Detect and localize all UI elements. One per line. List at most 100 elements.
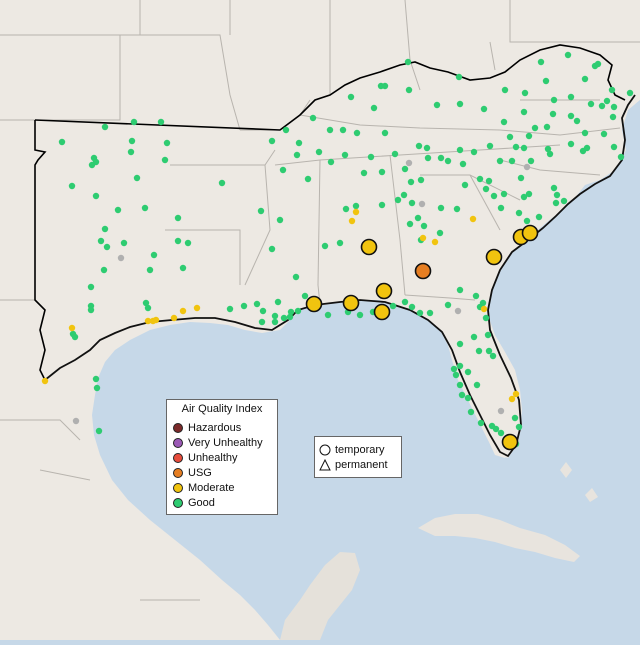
good-monitor[interactable]	[473, 381, 481, 389]
good-monitor[interactable]	[550, 96, 558, 104]
good-monitor[interactable]	[352, 202, 360, 210]
good-monitor[interactable]	[174, 237, 182, 245]
good-monitor[interactable]	[87, 283, 95, 291]
good-monitor[interactable]	[274, 298, 282, 306]
good-monitor[interactable]	[506, 133, 514, 141]
good-monitor[interactable]	[394, 196, 402, 204]
good-monitor[interactable]	[133, 174, 141, 182]
good-monitor[interactable]	[400, 191, 408, 199]
good-monitor[interactable]	[367, 153, 375, 161]
good-monitor[interactable]	[408, 303, 416, 311]
moderate-monitor[interactable]	[170, 314, 178, 322]
good-monitor[interactable]	[546, 150, 554, 158]
nodata-monitor[interactable]	[418, 200, 426, 208]
good-monitor[interactable]	[370, 104, 378, 112]
moderate-monitor[interactable]	[431, 238, 439, 246]
good-monitor[interactable]	[617, 153, 625, 161]
good-monitor[interactable]	[515, 423, 523, 431]
good-monitor[interactable]	[101, 225, 109, 233]
good-monitor[interactable]	[543, 123, 551, 131]
good-monitor[interactable]	[336, 239, 344, 247]
good-monitor[interactable]	[58, 138, 66, 146]
good-monitor[interactable]	[144, 304, 152, 312]
good-monitor[interactable]	[464, 394, 472, 402]
moderate-temporary-monitor[interactable]	[501, 433, 519, 451]
good-monitor[interactable]	[92, 158, 100, 166]
good-monitor[interactable]	[226, 305, 234, 313]
good-monitor[interactable]	[456, 146, 464, 154]
moderate-temporary-monitor[interactable]	[373, 303, 391, 321]
good-monitor[interactable]	[163, 139, 171, 147]
good-monitor[interactable]	[292, 273, 300, 281]
good-monitor[interactable]	[287, 308, 295, 316]
good-monitor[interactable]	[416, 309, 424, 317]
moderate-monitor[interactable]	[508, 395, 516, 403]
good-monitor[interactable]	[520, 193, 528, 201]
good-monitor[interactable]	[426, 309, 434, 317]
good-monitor[interactable]	[610, 143, 618, 151]
good-monitor[interactable]	[401, 298, 409, 306]
moderate-monitor[interactable]	[469, 215, 477, 223]
good-monitor[interactable]	[482, 185, 490, 193]
good-monitor[interactable]	[258, 318, 266, 326]
good-monitor[interactable]	[142, 299, 150, 307]
moderate-monitor[interactable]	[419, 234, 427, 242]
good-monitor[interactable]	[581, 129, 589, 137]
good-monitor[interactable]	[594, 60, 602, 68]
good-monitor[interactable]	[525, 190, 533, 198]
good-monitor[interactable]	[444, 157, 452, 165]
good-monitor[interactable]	[253, 300, 261, 308]
good-monitor[interactable]	[564, 51, 572, 59]
good-monitor[interactable]	[485, 177, 493, 185]
good-monitor[interactable]	[544, 145, 552, 153]
good-monitor[interactable]	[184, 239, 192, 247]
good-monitor[interactable]	[461, 181, 469, 189]
moderate-temporary-monitor[interactable]	[360, 238, 378, 256]
good-monitor[interactable]	[420, 222, 428, 230]
good-monitor[interactable]	[497, 204, 505, 212]
good-monitor[interactable]	[406, 220, 414, 228]
good-monitor[interactable]	[268, 137, 276, 145]
good-monitor[interactable]	[282, 126, 290, 134]
good-monitor[interactable]	[512, 143, 520, 151]
good-monitor[interactable]	[92, 192, 100, 200]
good-monitor[interactable]	[470, 148, 478, 156]
good-monitor[interactable]	[271, 318, 279, 326]
good-monitor[interactable]	[535, 213, 543, 221]
good-monitor[interactable]	[408, 199, 416, 207]
good-monitor[interactable]	[71, 333, 79, 341]
good-monitor[interactable]	[455, 73, 463, 81]
good-monitor[interactable]	[456, 100, 464, 108]
moderate-monitor[interactable]	[512, 390, 520, 398]
good-monitor[interactable]	[391, 150, 399, 158]
good-monitor[interactable]	[279, 166, 287, 174]
nodata-monitor[interactable]	[117, 254, 125, 262]
good-monitor[interactable]	[341, 151, 349, 159]
good-monitor[interactable]	[433, 101, 441, 109]
good-monitor[interactable]	[467, 408, 475, 416]
good-monitor[interactable]	[583, 144, 591, 152]
good-monitor[interactable]	[520, 108, 528, 116]
good-monitor[interactable]	[500, 118, 508, 126]
good-monitor[interactable]	[127, 148, 135, 156]
good-monitor[interactable]	[295, 139, 303, 147]
good-monitor[interactable]	[423, 144, 431, 152]
moderate-monitor[interactable]	[144, 317, 152, 325]
good-monitor[interactable]	[157, 118, 165, 126]
good-monitor[interactable]	[424, 154, 432, 162]
good-monitor[interactable]	[552, 199, 560, 207]
good-monitor[interactable]	[480, 105, 488, 113]
good-monitor[interactable]	[257, 207, 265, 215]
good-monitor[interactable]	[437, 204, 445, 212]
good-monitor[interactable]	[360, 169, 368, 177]
good-monitor[interactable]	[456, 340, 464, 348]
good-monitor[interactable]	[496, 157, 504, 165]
good-monitor[interactable]	[286, 313, 294, 321]
good-monitor[interactable]	[485, 347, 493, 355]
good-monitor[interactable]	[517, 174, 525, 182]
nodata-monitor[interactable]	[405, 159, 413, 167]
good-monitor[interactable]	[456, 362, 464, 370]
good-monitor[interactable]	[378, 168, 386, 176]
good-monitor[interactable]	[130, 118, 138, 126]
good-monitor[interactable]	[587, 100, 595, 108]
